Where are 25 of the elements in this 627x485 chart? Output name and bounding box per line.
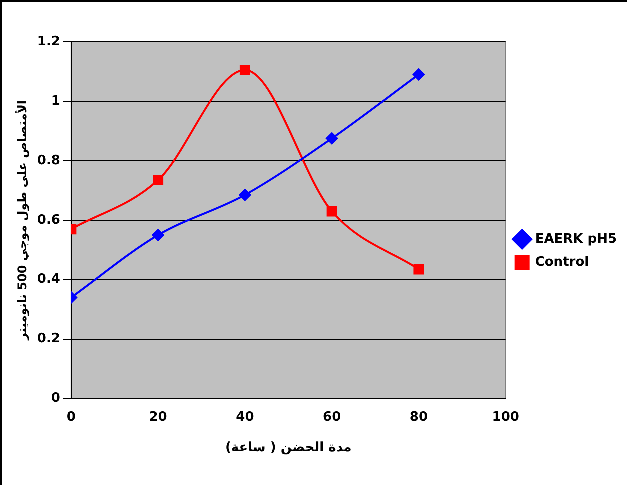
point: [326, 206, 338, 217]
legend-label: EAERK pH5: [535, 232, 618, 247]
point: [412, 68, 425, 81]
y-tick-label: 0.4: [37, 272, 60, 288]
x-tick-label: 20: [149, 410, 168, 425]
y-tick-label: 0: [51, 391, 60, 406]
x-tick-label: 60: [323, 410, 342, 425]
y-axis-title: الأمتصاص على طول موجي 500 نانوميتر: [14, 100, 30, 342]
point: [239, 189, 252, 202]
y-tick-label: 1: [51, 94, 60, 109]
point: [326, 132, 338, 145]
x-tick-label: 40: [236, 410, 254, 425]
legend-label: Control: [535, 254, 590, 270]
x-tick-label: 0: [66, 410, 76, 425]
y-tick-label: 0.6: [37, 212, 60, 228]
x-axis-title: مدة الحضن ( ساعة): [225, 440, 352, 456]
point: [153, 175, 164, 186]
y-tick-label: 1.2: [37, 34, 60, 50]
y-tick-label: 0.8: [37, 153, 60, 168]
point: [414, 264, 424, 275]
x-tick-label: 80: [410, 410, 428, 425]
point: [240, 65, 250, 76]
y-tick-label: 0.2: [37, 332, 60, 347]
point: [152, 229, 164, 242]
x-tick-label: 100: [492, 410, 520, 425]
